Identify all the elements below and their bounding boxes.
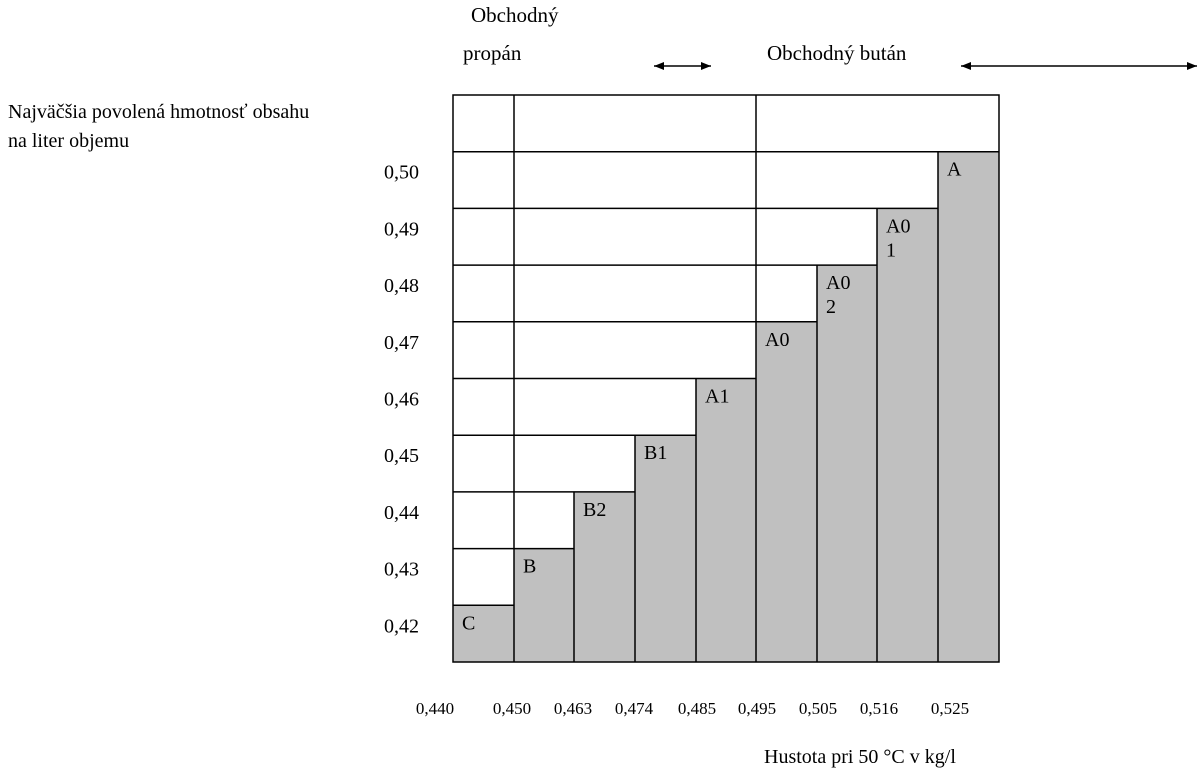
y-tick-label: 0,49 — [384, 218, 419, 240]
y-tick-label: 0,44 — [384, 502, 419, 524]
bar-label: B — [523, 556, 536, 578]
bar-a0 — [756, 321, 817, 662]
propane-header-line2: propán — [463, 41, 522, 65]
x-tick-label: 0,485 — [678, 699, 716, 718]
bar-label: A0 — [886, 215, 910, 237]
bar-label: B2 — [583, 499, 606, 521]
bar-a02 — [817, 265, 877, 662]
bar-label: 1 — [886, 239, 896, 261]
bar-b — [514, 548, 574, 662]
arrow-head-right — [1187, 62, 1197, 70]
y-tick-label: 0,42 — [384, 615, 419, 637]
bar-label: 2 — [826, 296, 836, 318]
bars-group — [453, 151, 999, 662]
propane-header-line1: Obchodný — [471, 3, 559, 27]
arrow-head-left — [961, 62, 971, 70]
bar-b1 — [635, 435, 696, 662]
ytick-group: 0,50 0,49 0,48 0,47 0,46 0,45 0,44 0,43 0,42 — [384, 162, 419, 638]
arrow-head-left — [654, 62, 664, 70]
bar-label: C — [462, 612, 475, 634]
xlabel: Hustota pri 50 °C v kg/l — [764, 746, 956, 768]
x-tick-label: 0,463 — [554, 699, 592, 718]
bar-a — [938, 151, 999, 662]
y-tick-label: 0,50 — [384, 162, 419, 184]
x-tick-label: 0,516 — [860, 699, 898, 718]
ylabel-line2: na liter objemu — [8, 130, 129, 152]
bar-label: A0 — [826, 272, 850, 294]
xtick-group: 0,440 0,450 0,463 0,474 0,485 0,495 0,505 0,516… — [416, 699, 969, 718]
x-tick-label: 0,495 — [738, 699, 776, 718]
x-tick-label: 0,440 — [416, 699, 454, 718]
bar-label: A1 — [705, 386, 729, 408]
x-tick-label: 0,505 — [799, 699, 837, 718]
bar-label: A — [947, 159, 962, 181]
bar-a01 — [877, 208, 938, 662]
ylabel-line1: Najväčšia povolená hmotnosť obsahu — [8, 101, 309, 123]
x-tick-label: 0,474 — [615, 699, 654, 718]
bar-c — [453, 605, 514, 662]
bar-label: A0 — [765, 329, 789, 351]
x-tick-label: 0,525 — [931, 699, 969, 718]
y-tick-label: 0,46 — [384, 389, 419, 411]
y-tick-label: 0,48 — [384, 275, 419, 297]
bar-b2 — [574, 491, 635, 662]
y-tick-label: 0,43 — [384, 559, 419, 581]
bar-a1 — [696, 378, 756, 662]
y-tick-label: 0,45 — [384, 445, 419, 467]
arrow-group — [654, 62, 1197, 70]
bar-label: B1 — [644, 442, 667, 464]
y-tick-label: 0,47 — [384, 332, 419, 354]
x-tick-label: 0,450 — [493, 699, 531, 718]
grid-group — [452, 94, 1000, 663]
butane-header: Obchodný bután — [767, 41, 907, 65]
arrow-head-right — [701, 62, 711, 70]
